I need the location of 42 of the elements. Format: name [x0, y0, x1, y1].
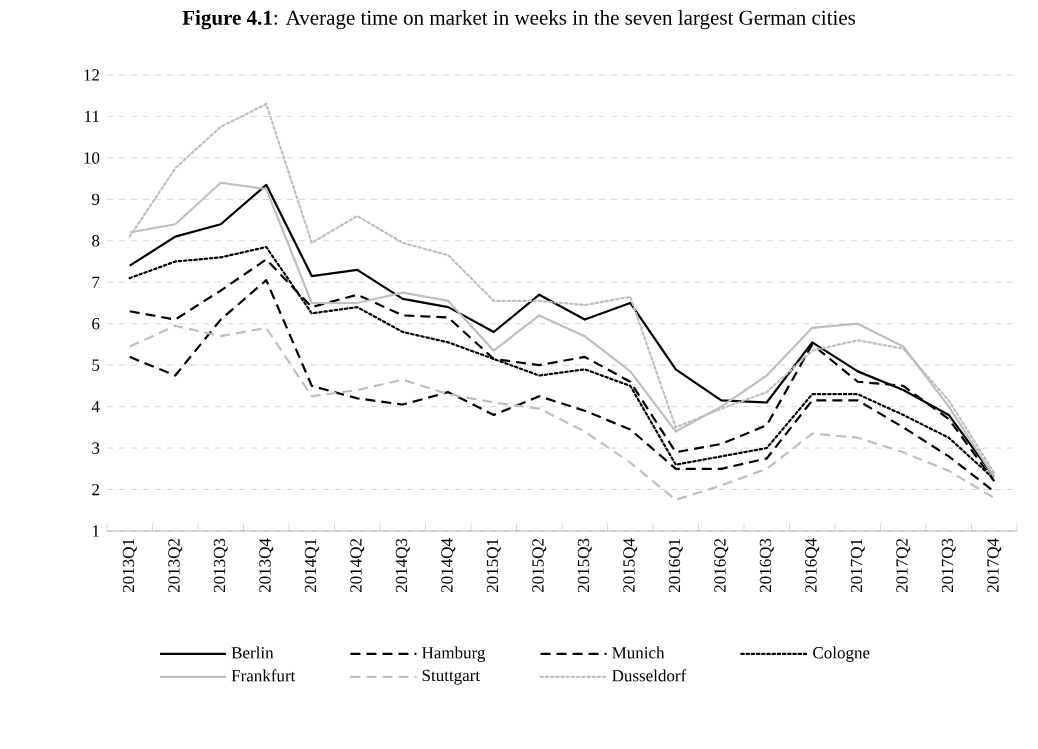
x-tick-label: 2016Q3 [759, 538, 774, 593]
x-tick-label: 2013Q1 [122, 539, 137, 593]
x-tick-label: 2017Q4 [987, 538, 1002, 593]
legend-label: Dusseldorf [612, 669, 687, 682]
y-tick-label: 2 [92, 483, 99, 496]
x-tick-label: 2014Q3 [395, 538, 410, 593]
x-tick-label: 2014Q2 [350, 539, 365, 593]
x-tick-label: 2015Q3 [577, 538, 592, 593]
x-tick-label: 2014Q4 [441, 538, 456, 593]
y-tick-label: 6 [92, 318, 100, 330]
line-series [128, 324, 996, 501]
x-tick-label: 2015Q2 [532, 539, 547, 593]
y-tick-label: 3 [92, 442, 100, 454]
x-tick-label: 2015Q4 [623, 538, 638, 593]
x-tick-label: 2017Q1 [850, 539, 865, 593]
x-tick-label: 2016Q2 [714, 539, 729, 593]
legend-label: Hamburg [422, 646, 486, 663]
x-tick-label: 2016Q1 [668, 539, 683, 593]
x-tick-label: 2017Q2 [896, 539, 911, 593]
legend-label: Cologne [813, 646, 870, 663]
x-tick-label: 2013Q2 [168, 539, 183, 593]
y-tick-label: 1 [92, 525, 99, 537]
x-tick-label: 2016Q4 [805, 538, 820, 593]
y-tick-label: 10 [84, 152, 100, 164]
legend-label: Berlin [231, 646, 274, 659]
line-series [128, 102, 996, 475]
y-tick-label: 8 [92, 235, 100, 247]
y-tick-label: 7 [92, 276, 100, 288]
chart-title: Figure 4.1: Average time on market in weeks in the seven largest German cities [182, 10, 856, 30]
y-tick-label: 9 [91, 193, 100, 206]
x-tick-label: 2013Q4 [259, 538, 274, 593]
x-tick-label: 2014Q1 [304, 539, 319, 593]
x-tick-label: 2015Q1 [486, 539, 501, 593]
legend-label: Munich [612, 646, 665, 659]
y-tick-label: 11 [85, 110, 99, 123]
y-tick-label: 12 [84, 69, 99, 81]
legend-label: Stuttgart [422, 669, 480, 685]
x-tick-label: 2017Q3 [941, 538, 956, 593]
x-tick-label: 2013Q3 [213, 538, 228, 593]
y-tick-label: 4 [91, 401, 100, 413]
legend-label: Frankfurt [231, 669, 296, 682]
y-tick-label: 5 [92, 359, 100, 371]
